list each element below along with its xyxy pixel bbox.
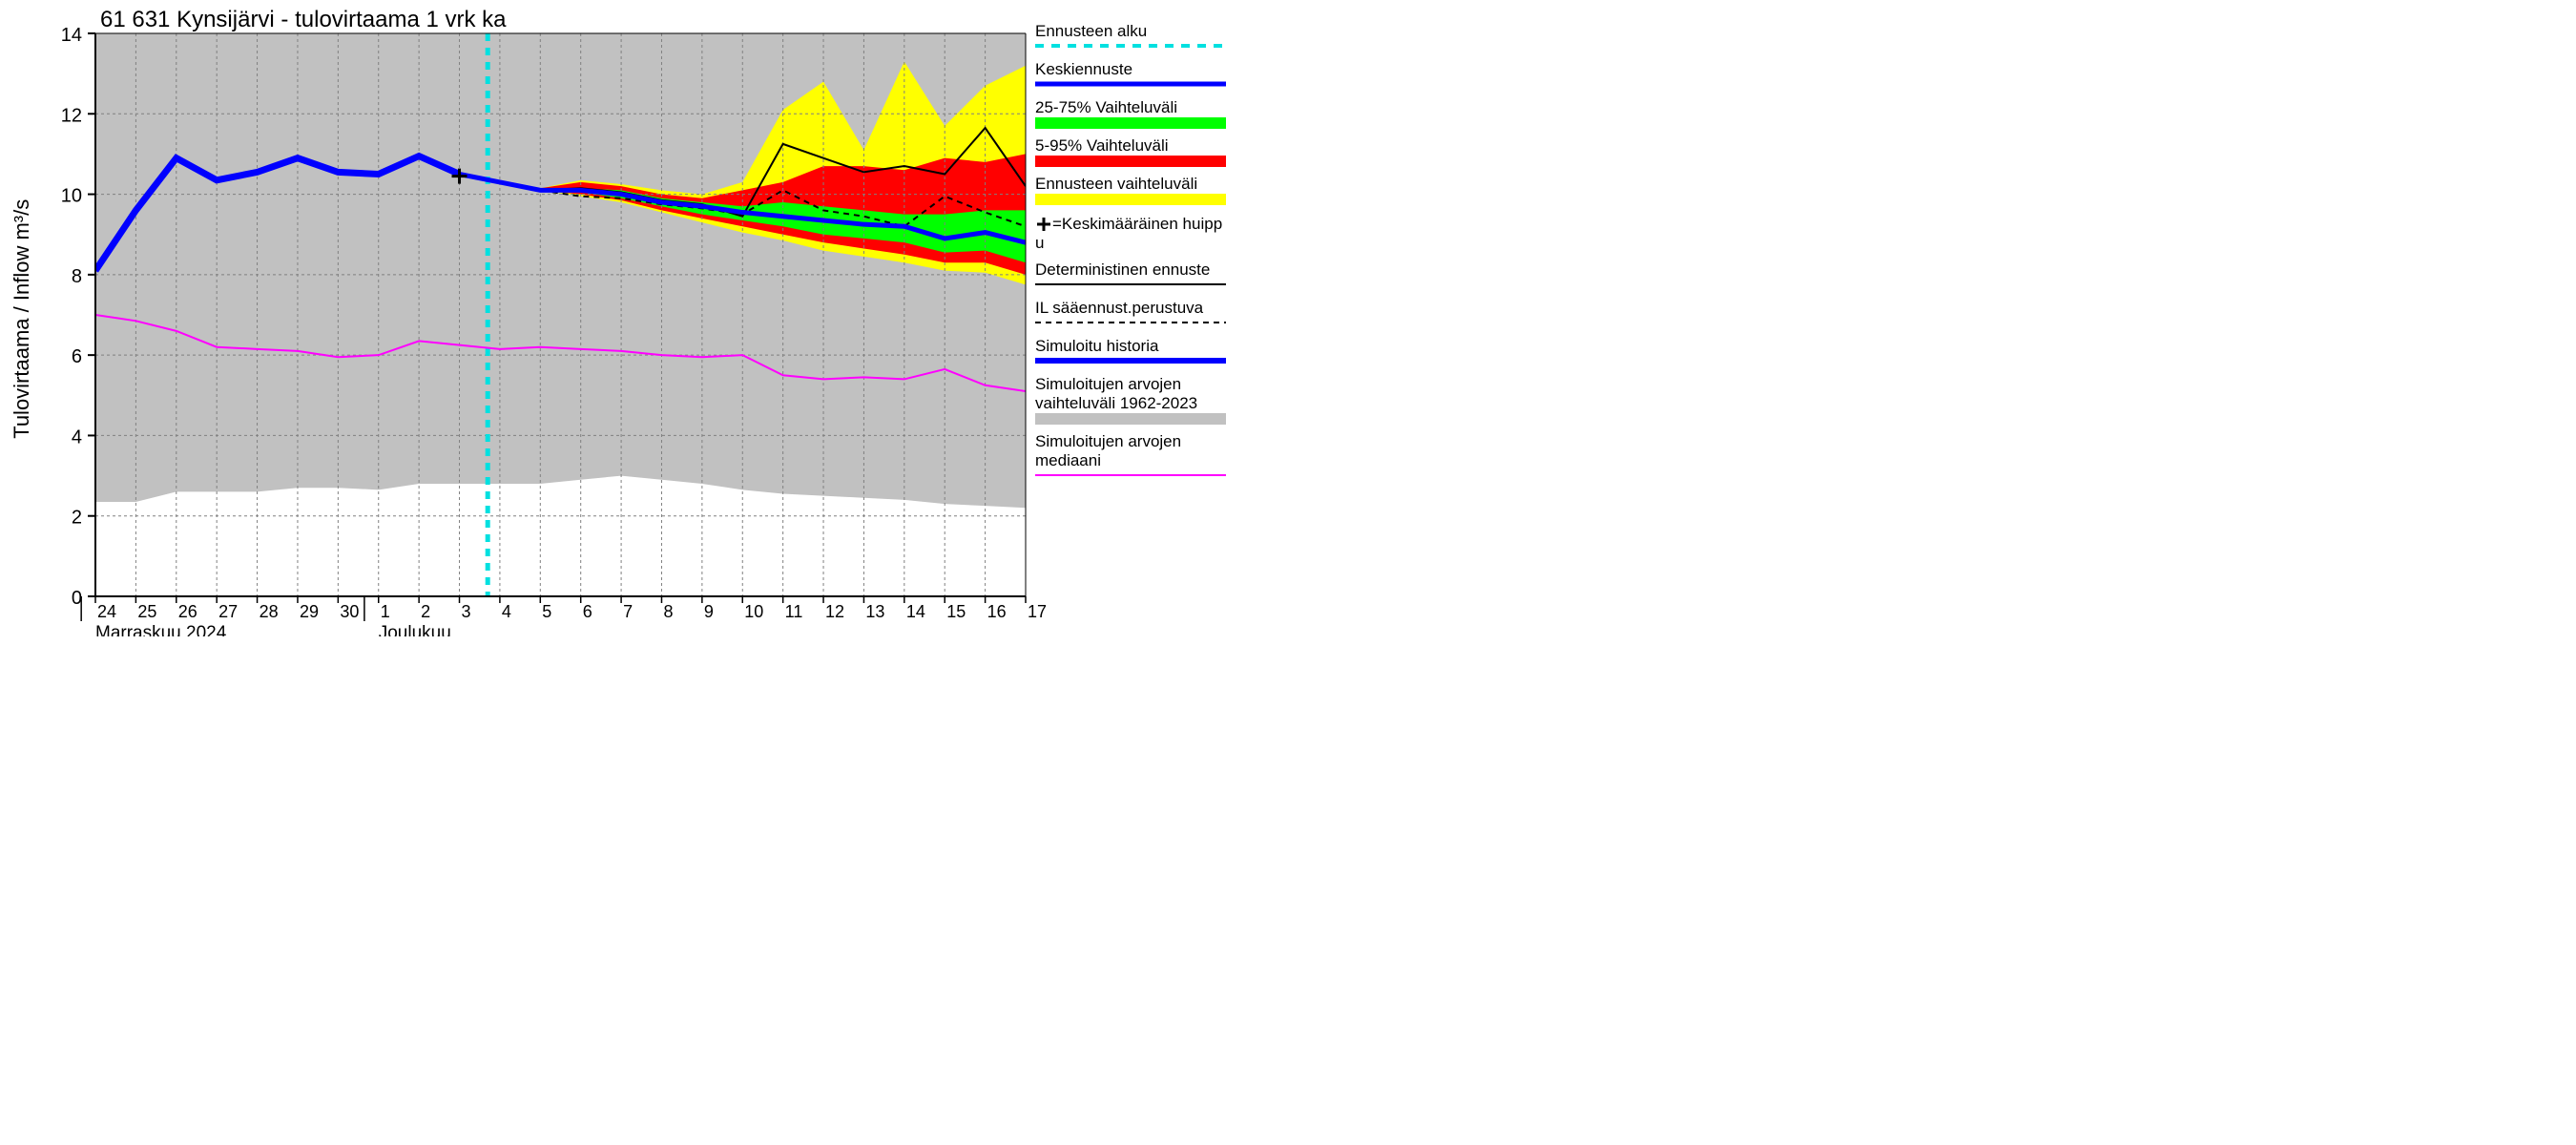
x-tick-label: 15 (946, 602, 966, 621)
x-tick-label: 13 (865, 602, 884, 621)
x-tick-label: 1 (381, 602, 390, 621)
legend-swatch (1035, 413, 1226, 425)
x-tick-label: 2 (421, 602, 430, 621)
x-tick-label: 4 (502, 602, 511, 621)
y-axis-label: Tulovirtaama / Inflow m³/s (10, 199, 33, 439)
legend-swatch (1035, 194, 1226, 205)
x-tick-label: 12 (825, 602, 844, 621)
y-tick-label: 4 (72, 427, 82, 448)
x-tick-label: 3 (462, 602, 471, 621)
legend-label: Ennusteen alku (1035, 22, 1147, 40)
legend-swatch (1035, 156, 1226, 167)
x-tick-label: 28 (260, 602, 279, 621)
legend-label: u (1035, 234, 1044, 252)
legend-label: vaihteluväli 1962-2023 (1035, 394, 1197, 412)
y-tick-label: 2 (72, 508, 82, 529)
x-tick-label: 6 (583, 602, 592, 621)
x-tick-label: 30 (340, 602, 359, 621)
x-tick-label: 10 (744, 602, 763, 621)
month-label-top: Joulukuu (379, 623, 451, 636)
y-tick-label: 10 (61, 186, 82, 207)
x-tick-label: 27 (218, 602, 238, 621)
chart-title: 61 631 Kynsijärvi - tulovirtaama 1 vrk k… (100, 7, 507, 32)
legend-label: Simuloitujen arvojen (1035, 375, 1181, 393)
x-tick-label: 26 (178, 602, 197, 621)
month-label-top: Marraskuu 2024 (95, 623, 227, 636)
y-tick-label: 6 (72, 346, 82, 367)
legend-label: 25-75% Vaihteluväli (1035, 98, 1177, 116)
y-tick-label: 12 (61, 105, 82, 126)
legend-label: Ennusteen vaihteluväli (1035, 175, 1197, 193)
x-tick-label: 16 (987, 602, 1007, 621)
y-tick-label: 0 (72, 588, 82, 609)
legend-label: Simuloitujen arvojen (1035, 432, 1181, 450)
x-tick-label: 8 (663, 602, 673, 621)
inflow-forecast-chart: 0246810121424252627282930123456789101112… (0, 0, 1431, 636)
y-tick-label: 8 (72, 266, 82, 287)
y-tick-label: 14 (61, 25, 82, 46)
legend-label: mediaani (1035, 451, 1101, 469)
legend-label: =Keskimääräinen huipp (1052, 215, 1222, 233)
legend-label: Simuloitu historia (1035, 337, 1159, 355)
x-tick-label: 17 (1028, 602, 1047, 621)
x-tick-label: 7 (623, 602, 633, 621)
legend-label: IL sääennust.perustuva (1035, 299, 1204, 317)
x-tick-label: 9 (704, 602, 714, 621)
x-tick-label: 11 (785, 602, 803, 621)
x-tick-label: 5 (542, 602, 551, 621)
legend-label: Deterministinen ennuste (1035, 260, 1210, 279)
legend-label: 5-95% Vaihteluväli (1035, 136, 1169, 155)
legend-swatch (1035, 117, 1226, 129)
legend-label: Keskiennuste (1035, 60, 1132, 78)
x-tick-label: 29 (300, 602, 319, 621)
x-tick-label: 25 (137, 602, 156, 621)
x-tick-label: 14 (906, 602, 925, 621)
x-tick-label: 24 (97, 602, 116, 621)
